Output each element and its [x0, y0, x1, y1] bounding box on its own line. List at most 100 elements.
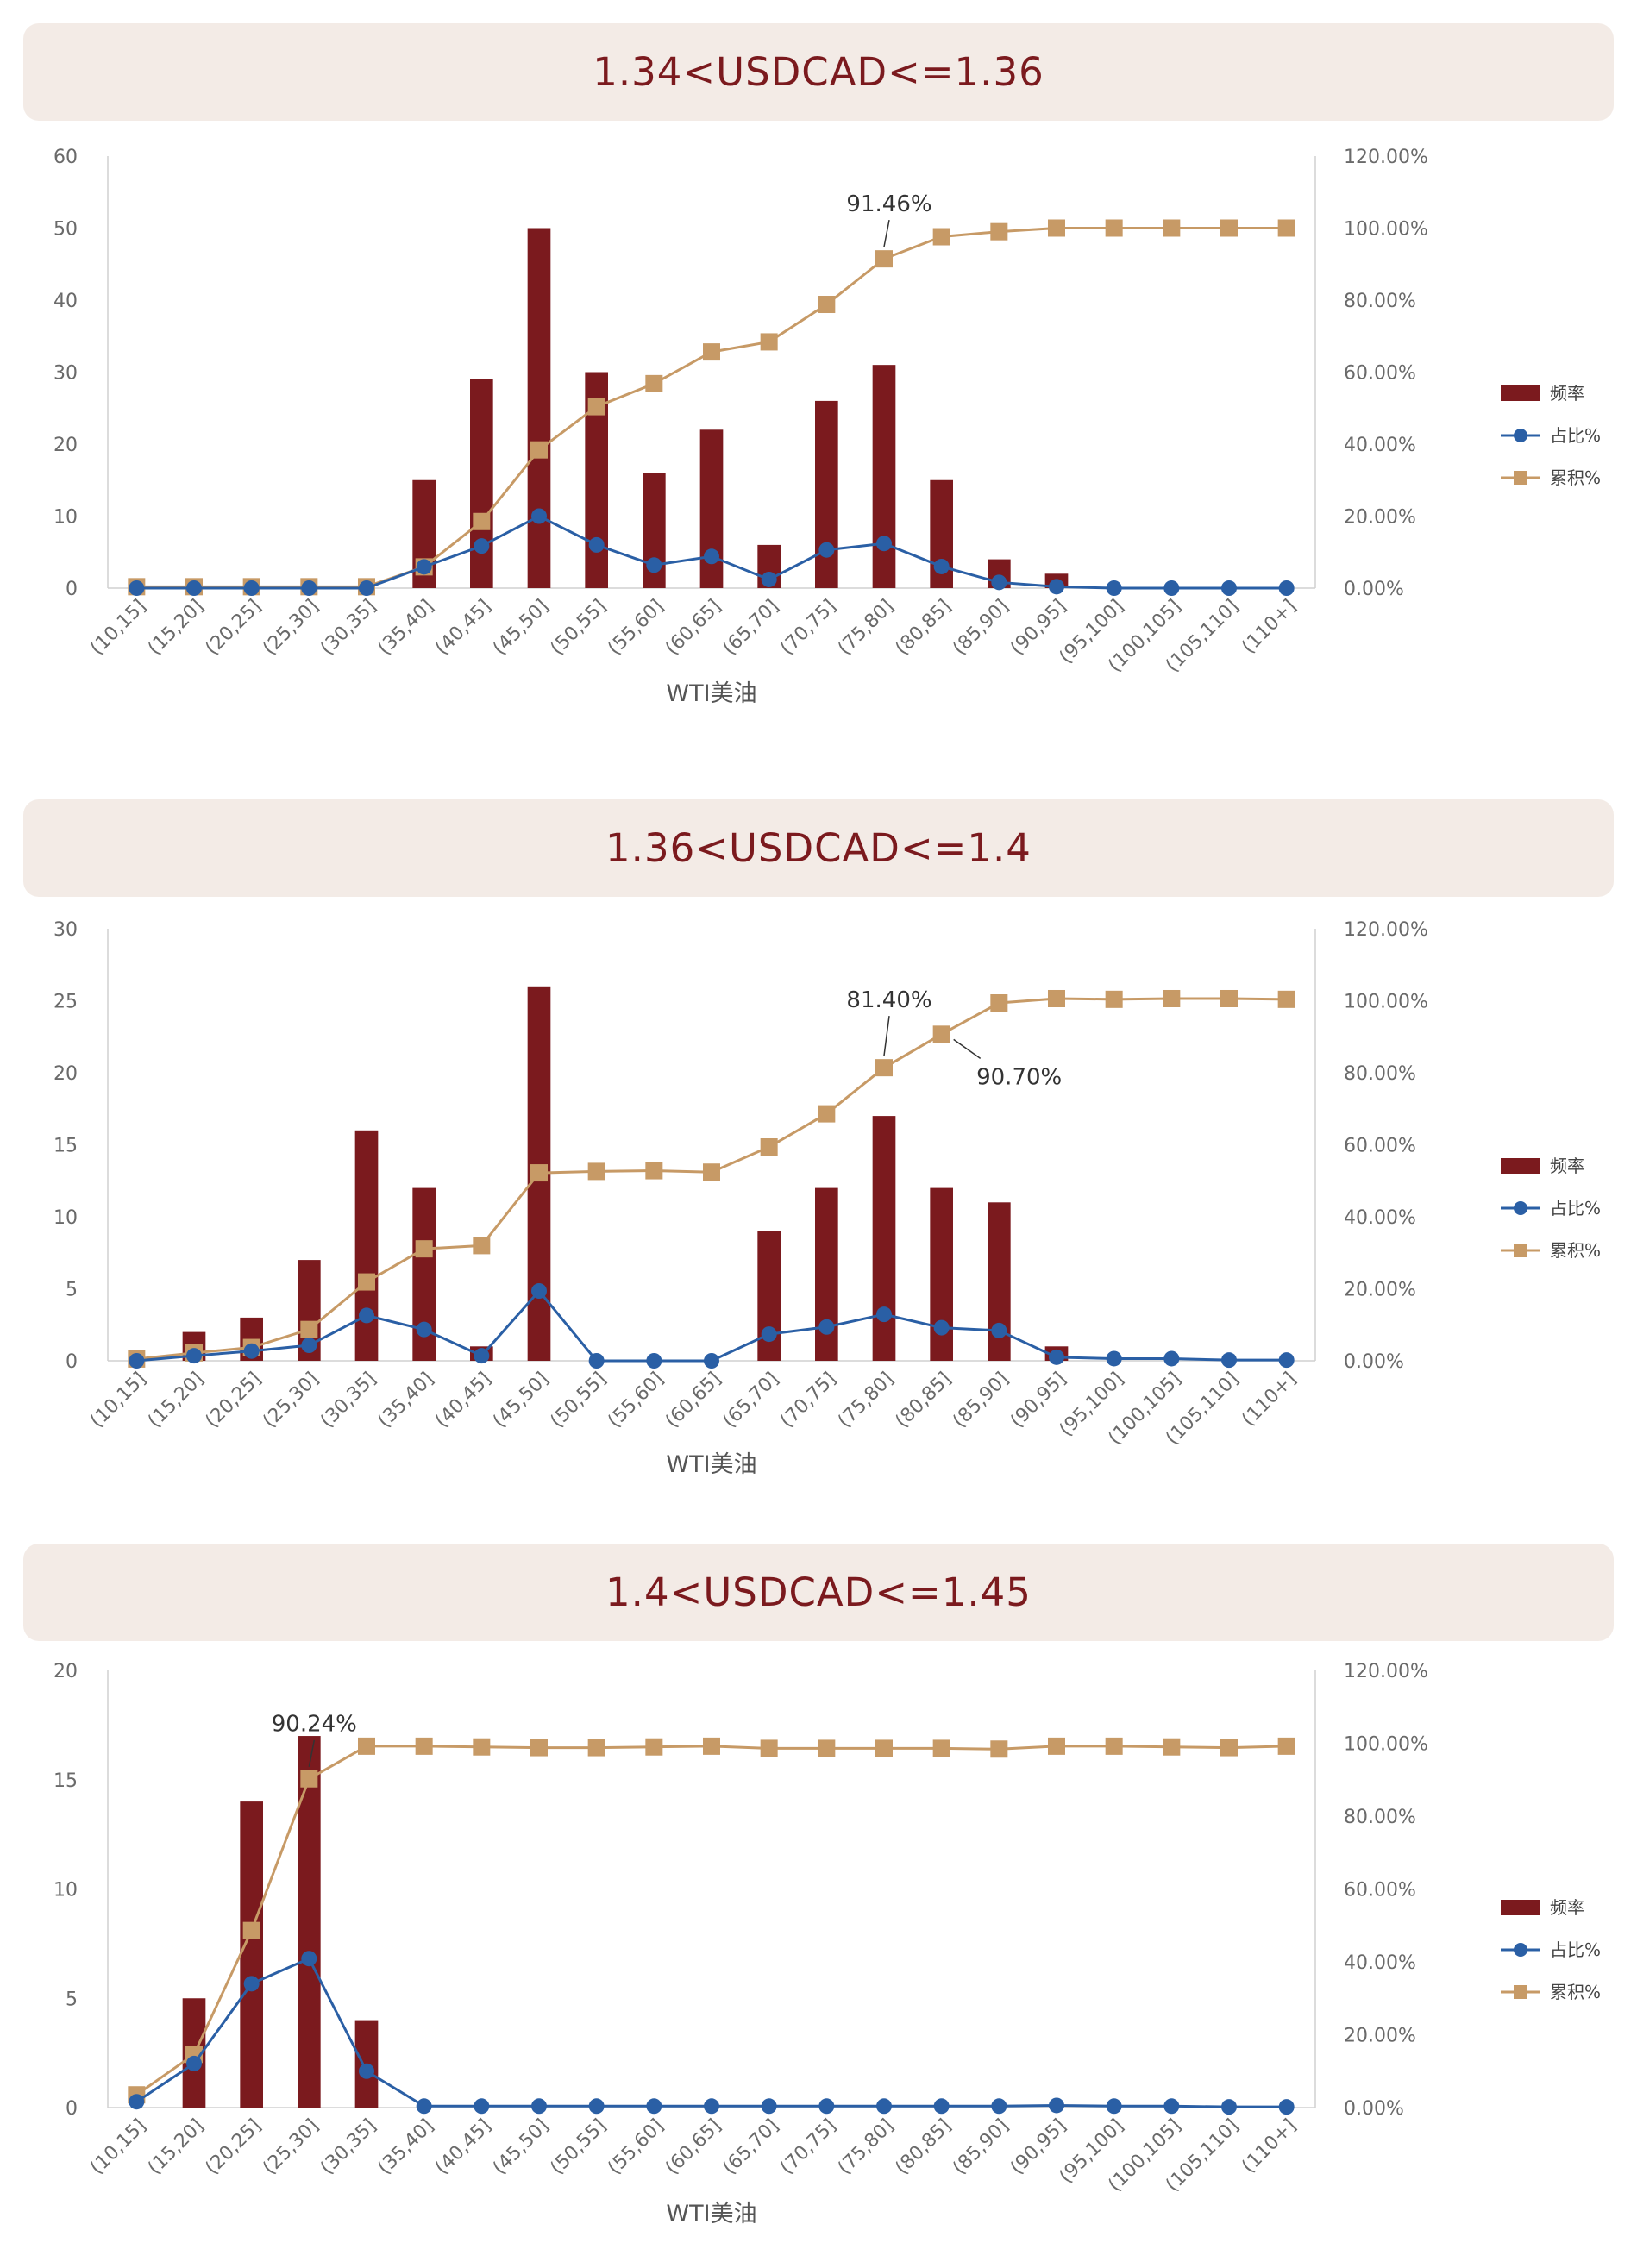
ratio-marker: [646, 2098, 662, 2115]
cumulative-marker: [645, 374, 663, 392]
cumulative-marker: [1220, 1739, 1238, 1757]
ratio-marker: [1221, 1352, 1237, 1369]
y-right-tick-label: 120.00%: [1344, 1661, 1428, 1682]
ratio-marker: [761, 571, 777, 587]
bar-frequency: [815, 400, 838, 588]
y-right-tick-label: 40.00%: [1344, 435, 1416, 456]
x-tick-label: (70,75]: [776, 1369, 840, 1432]
y-left-tick-label: 5: [66, 1989, 78, 2010]
x-tick-label: (35,40]: [374, 596, 438, 660]
x-tick-label: (10,15]: [86, 596, 150, 660]
y-left-tick-label: 10: [53, 1880, 78, 1901]
cumulative-marker: [1163, 219, 1181, 237]
ratio-marker: [243, 1976, 260, 1992]
chart-2: 0 5 10 15 20 25 30 0.00% 20.00% 40.00% 60.00% 80.00…: [53, 919, 1601, 1478]
ratio-marker: [359, 580, 374, 596]
ratio-marker: [531, 508, 547, 524]
y-left-tick-label: 0: [66, 579, 78, 600]
chart-title: 1.4<USDCAD<=1.45: [23, 1544, 1614, 1641]
y-right-tick-label: 60.00%: [1344, 363, 1416, 385]
ratio-marker: [359, 1307, 374, 1324]
y-left-tick-label: 15: [53, 1136, 78, 1157]
ratio-marker: [1163, 1350, 1180, 1367]
x-tick-label: (85,90]: [949, 2115, 1013, 2179]
y-left-tick-label: 20: [53, 1063, 78, 1085]
ratio-marker: [818, 542, 835, 558]
ratio-marker: [933, 558, 950, 574]
bar-frequency: [699, 429, 724, 588]
legend-label: 频率: [1550, 1156, 1584, 1176]
ratio-marker: [474, 1348, 490, 1364]
x-tick-label: (30,35]: [317, 2115, 380, 2179]
chart-1: 0 10 20 30 40 50 60 0.00% 20.00% 40.00% 60.00% 80.0…: [53, 147, 1601, 707]
cumulative-marker: [818, 296, 836, 314]
annotation-label: 90.24%: [272, 1712, 357, 1738]
cumulative-marker: [1105, 219, 1123, 237]
ratio-marker: [933, 1319, 950, 1336]
ratio-marker: [588, 2098, 605, 2115]
annotation-label: 91.46%: [846, 191, 931, 217]
ratio-marker: [186, 2055, 202, 2071]
x-tick-label: (65,70]: [719, 596, 783, 660]
ratio-marker: [416, 559, 432, 575]
bar-frequency: [872, 365, 896, 588]
cumulative-marker: [645, 1738, 663, 1756]
x-tick-label: (110+]: [1238, 2115, 1301, 2178]
ratio-marker: [1106, 1350, 1122, 1367]
y-right-tick-label: 40.00%: [1344, 1952, 1416, 1974]
cumulative-marker: [990, 222, 1008, 241]
cumulative-marker: [1220, 989, 1238, 1007]
legend-ratio-marker: [1514, 429, 1527, 442]
y-left-tick-label: 0: [66, 2098, 78, 2120]
ratio-marker: [243, 1343, 260, 1359]
x-tick-label: (85,90]: [949, 596, 1013, 660]
cumulative-marker: [990, 994, 1008, 1012]
ratio-marker: [416, 1321, 432, 1338]
annotation-leader: [308, 1739, 316, 1767]
cumulative-marker: [703, 1737, 720, 1755]
y-right-tick-label: 20.00%: [1344, 2026, 1416, 2047]
ratio-marker: [761, 2098, 777, 2115]
ratio-marker: [1049, 1349, 1064, 1365]
cumulative-marker: [358, 1273, 375, 1291]
cumulative-marker: [473, 1237, 491, 1255]
y-right-tick-label: 40.00%: [1344, 1207, 1416, 1229]
y-right-tick-label: 20.00%: [1344, 1280, 1416, 1301]
cumulative-marker: [415, 1240, 433, 1258]
x-tick-label: (30,35]: [317, 1369, 380, 1432]
bar-frequency: [470, 379, 493, 588]
ratio-marker: [876, 1306, 892, 1323]
ratio-marker: [1049, 579, 1064, 595]
ratio-marker: [301, 580, 317, 596]
ratio-marker: [704, 548, 719, 565]
y-left-tick-label: 0: [66, 1351, 78, 1373]
legend-label: 累积%: [1550, 1982, 1601, 2002]
x-tick-label: (20,25]: [202, 2115, 266, 2179]
x-tick-label: (80,85]: [892, 2115, 956, 2179]
x-tick-label: (110+]: [1238, 596, 1301, 659]
ratio-marker: [531, 1283, 547, 1300]
x-tick-label: (60,65]: [662, 1369, 725, 1432]
x-tick-label: (20,25]: [202, 1369, 266, 1432]
cumulative-marker: [760, 333, 778, 351]
ratio-marker: [933, 2098, 950, 2115]
x-tick-label: (85,90]: [949, 1369, 1013, 1432]
ratio-marker: [1221, 580, 1237, 596]
ratio-marker: [1049, 2097, 1064, 2114]
ratio-marker: [588, 1353, 605, 1369]
ratio-marker: [186, 1348, 202, 1364]
x-tick-label: (15,20]: [144, 596, 208, 660]
x-tick-label: (40,45]: [431, 1369, 495, 1432]
cumulative-marker: [1277, 990, 1295, 1008]
y-right-tick-label: 120.00%: [1344, 147, 1428, 168]
cumulative-marker: [818, 1105, 836, 1123]
y-right-tick-label: 0.00%: [1344, 2098, 1404, 2120]
cumulative-marker: [530, 1739, 548, 1757]
annotation-label: 81.40%: [846, 987, 931, 1013]
cumulative-marker: [530, 1164, 548, 1182]
ratio-marker: [991, 2098, 1007, 2115]
cumulative-marker: [587, 398, 605, 416]
ratio-marker: [1163, 580, 1180, 596]
ratio-marker: [1163, 2098, 1180, 2115]
x-tick-label: (65,70]: [719, 2115, 783, 2179]
